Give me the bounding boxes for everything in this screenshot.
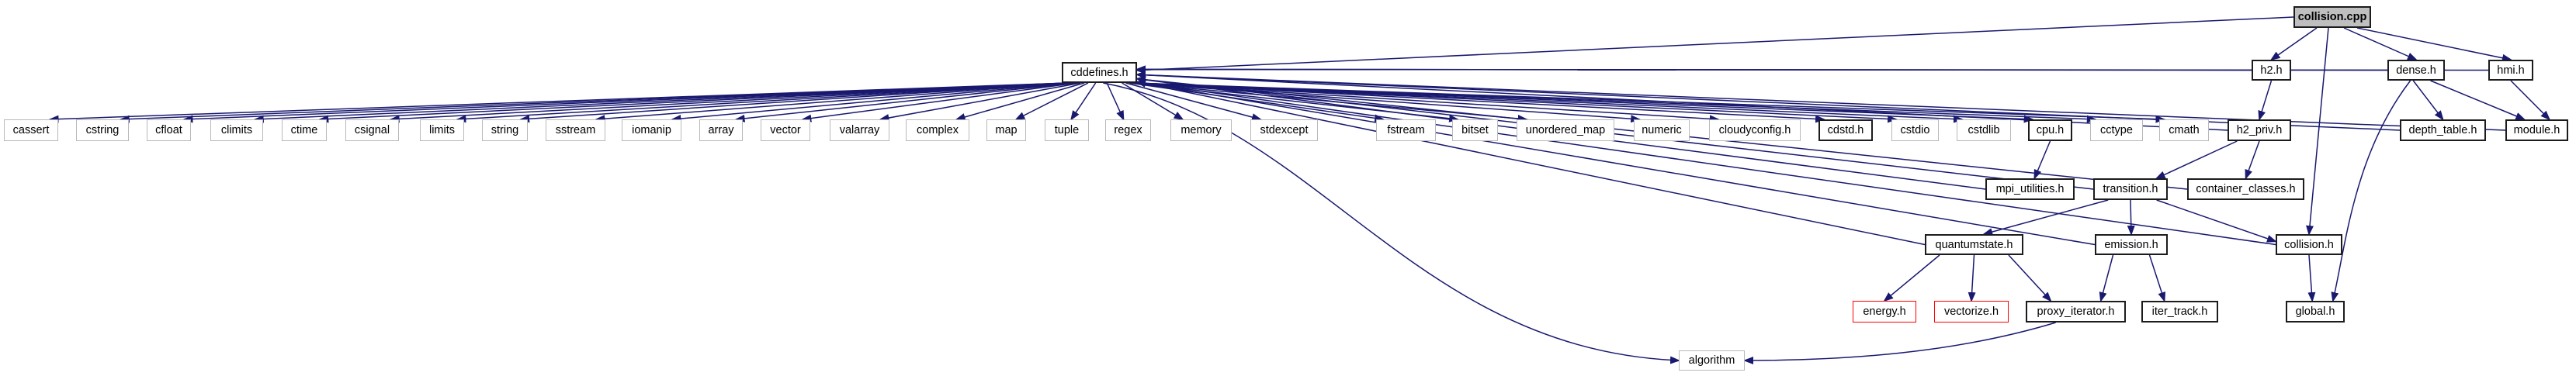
- graph-node-hmi-h[interactable]: hmi.h: [2488, 60, 2533, 81]
- include-edge: [1968, 254, 1976, 302]
- graph-node-depth-table-h[interactable]: depth_table.h: [2400, 119, 2486, 141]
- include-edge: [2306, 27, 2329, 236]
- graph-node-global-h[interactable]: global.h: [2286, 301, 2345, 323]
- graph-node-h2-priv-h[interactable]: h2_priv.h: [2228, 119, 2291, 141]
- include-edge: [734, 82, 1076, 122]
- include-edge: [1103, 82, 1680, 364]
- include-edge: [801, 82, 1077, 122]
- graph-node-climits[interactable]: climits: [210, 119, 263, 141]
- graph-node-cddefines-h[interactable]: cddefines.h: [1062, 62, 1137, 83]
- graph-node-string[interactable]: string: [482, 119, 528, 141]
- graph-node-unordered-map[interactable]: unordered_map: [1517, 119, 1614, 141]
- graph-node-vectorize-h[interactable]: vectorize.h: [1934, 301, 2009, 323]
- include-edge: [1135, 79, 1926, 246]
- include-edge: [1135, 75, 2094, 190]
- graph-node-regex[interactable]: regex: [1105, 119, 1151, 141]
- include-edge: [1070, 82, 1097, 121]
- include-edge: [2430, 80, 2526, 120]
- graph-node-fstream[interactable]: fstream: [1376, 119, 1436, 141]
- graph-node-energy-h[interactable]: energy.h: [1853, 301, 1916, 323]
- include-edge: [2155, 140, 2238, 179]
- graph-node-limits[interactable]: limits: [420, 119, 464, 141]
- include-edge: [2343, 27, 2418, 60]
- include-edge: [1125, 82, 1262, 121]
- graph-node-dense-h[interactable]: dense.h: [2387, 60, 2445, 81]
- graph-node-cloudyconfig-h[interactable]: cloudyconfig.h: [1709, 119, 1801, 141]
- include-edge: [1743, 322, 2056, 364]
- graph-node-ctime[interactable]: ctime: [282, 119, 327, 141]
- include-edge: [2148, 254, 2166, 302]
- include-edge: [879, 82, 1081, 122]
- graph-node-h2-h[interactable]: h2.h: [2252, 60, 2291, 81]
- graph-node-csignal[interactable]: csignal: [345, 119, 399, 141]
- include-edge: [2412, 80, 2444, 121]
- include-edge: [1135, 79, 2276, 246]
- include-edge: [671, 82, 1073, 122]
- graph-node-numeric[interactable]: numeric: [1634, 119, 1690, 141]
- graph-node-proxy-iterator-h[interactable]: proxy_iterator.h: [2026, 301, 2126, 323]
- graph-node-cstdio[interactable]: cstdio: [1891, 119, 1939, 141]
- include-edge: [2008, 254, 2052, 302]
- graph-node-sstream[interactable]: sstream: [546, 119, 605, 141]
- include-edge: [2099, 254, 2114, 302]
- graph-node-transition-h[interactable]: transition.h: [2093, 178, 2168, 200]
- graph-node-container-classes-h[interactable]: container_classes.h: [2187, 178, 2304, 200]
- include-edge: [1014, 82, 1089, 120]
- graph-node-vector[interactable]: vector: [761, 119, 810, 141]
- graph-node-cstring[interactable]: cstring: [76, 119, 129, 141]
- graph-node-cstdlib[interactable]: cstdlib: [1957, 119, 2011, 141]
- include-edge: [519, 82, 1070, 123]
- graph-node-cassert[interactable]: cassert: [4, 119, 58, 141]
- include-edge: [1106, 82, 1125, 121]
- include-edge: [955, 82, 1085, 121]
- graph-node-cctype[interactable]: cctype: [2090, 119, 2143, 141]
- include-edge: [2331, 80, 2411, 302]
- include-edge: [1135, 16, 2294, 74]
- graph-node-mpi-utilities-h[interactable]: mpi_utilities.h: [1985, 178, 2075, 200]
- graph-node-iter-track-h[interactable]: iter_track.h: [2141, 301, 2218, 323]
- include-edge: [2245, 140, 2260, 180]
- graph-node-emission-h[interactable]: emission.h: [2095, 234, 2168, 255]
- graph-node-quantumstate-h[interactable]: quantumstate.h: [1925, 234, 2023, 255]
- graph-node-collision-cpp[interactable]: collision.cpp: [2293, 6, 2371, 28]
- graph-node-cpu-h[interactable]: cpu.h: [2028, 119, 2072, 141]
- graph-node-array[interactable]: array: [699, 119, 743, 141]
- graph-node-module-h[interactable]: module.h: [2505, 119, 2568, 141]
- include-edge: [2307, 254, 2316, 302]
- include-edge: [2156, 199, 2277, 243]
- include-edge: [389, 82, 1068, 123]
- include-edge: [456, 82, 1070, 123]
- include-edge: [1135, 79, 2096, 246]
- graph-node-cfloat[interactable]: cfloat: [147, 119, 191, 141]
- graph-node-map[interactable]: map: [986, 119, 1026, 141]
- graph-node-iomanip[interactable]: iomanip: [622, 119, 681, 141]
- include-edge: [1982, 199, 2109, 236]
- graph-node-complex[interactable]: complex: [906, 119, 969, 141]
- graph-node-cmath[interactable]: cmath: [2159, 119, 2209, 141]
- graph-node-cdstd-h[interactable]: cdstd.h: [1818, 119, 1873, 141]
- graph-node-valarray[interactable]: valarray: [830, 119, 889, 141]
- include-edge: [1122, 82, 1184, 121]
- graph-node-tuple[interactable]: tuple: [1045, 119, 1089, 141]
- include-edge: [318, 82, 1068, 123]
- include-edge: [2269, 27, 2318, 61]
- graph-node-algorithm[interactable]: algorithm: [1679, 350, 1745, 371]
- graph-node-bitset[interactable]: bitset: [1452, 119, 1498, 141]
- graph-node-collision-h[interactable]: collision.h: [2276, 234, 2342, 255]
- include-edge: [1132, 82, 1825, 123]
- include-edge: [1883, 254, 1940, 302]
- include-edge: [2356, 27, 2512, 62]
- include-edge: [2510, 80, 2551, 121]
- graph-node-stdexcept[interactable]: stdexcept: [1250, 119, 1318, 141]
- include-edge: [2033, 140, 2051, 180]
- graph-node-memory[interactable]: memory: [1170, 119, 1232, 141]
- include-edge: [2258, 80, 2273, 121]
- include-edge: [595, 82, 1071, 123]
- include-edge: [2127, 199, 2135, 236]
